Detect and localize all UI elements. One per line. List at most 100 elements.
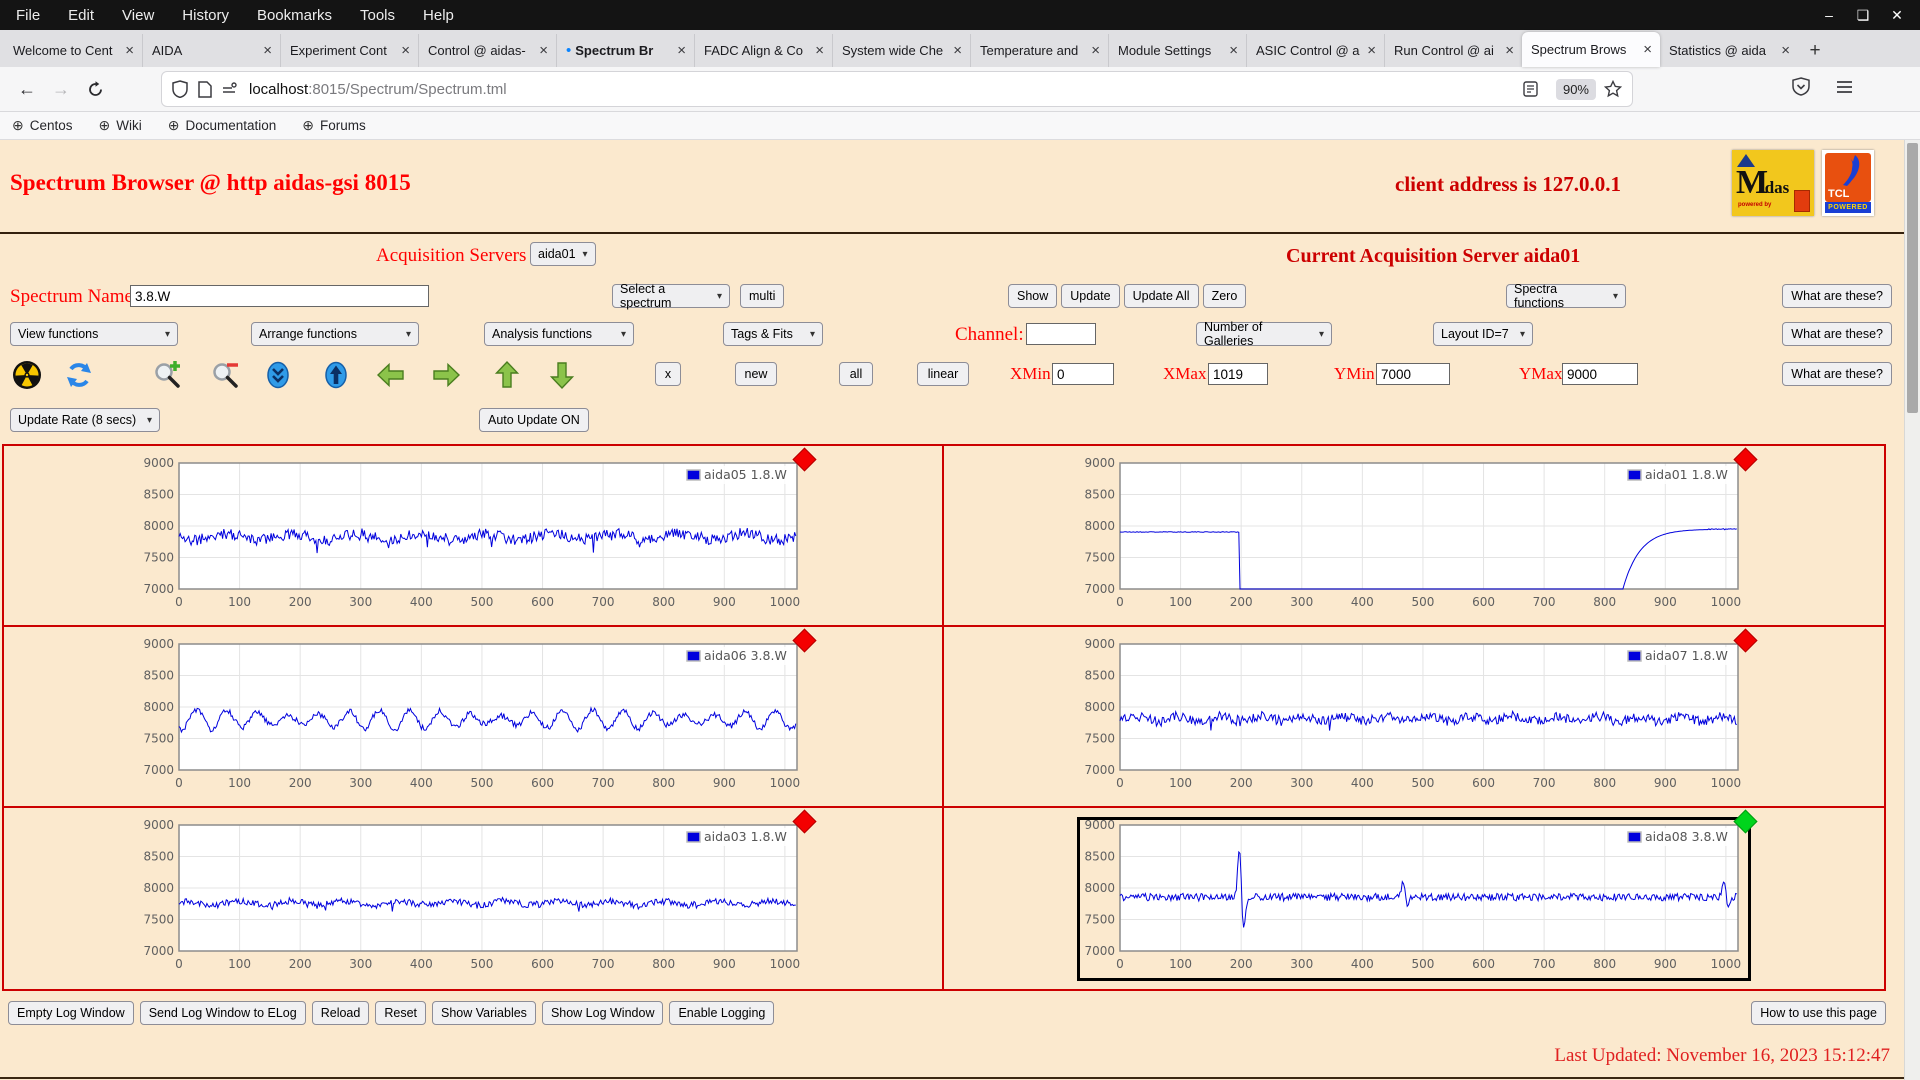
how-to-use-button[interactable]: How to use this page <box>1751 1001 1886 1025</box>
tab-4[interactable]: Control @ aidas- × <box>418 34 556 67</box>
arrow-down-icon[interactable] <box>547 360 577 390</box>
menu-bookmarks[interactable]: Bookmarks <box>256 6 332 24</box>
tab-close-icon[interactable]: × <box>401 42 410 59</box>
new-button[interactable]: new <box>735 362 777 386</box>
menu-history[interactable]: History <box>182 6 229 24</box>
auto-update-button[interactable]: Auto Update ON <box>479 408 589 432</box>
chart-aida05[interactable]: 0 100 200 300 400 500 600 700 800 900 1000 7000 7500… <box>139 447 817 616</box>
url-text[interactable]: localhost:8015/Spectrum/Spectrum.tml <box>249 80 507 98</box>
chart-aida08[interactable]: 0 100 200 300 400 500 600 700 800 900 1000 7000 7500… <box>1077 809 1758 981</box>
menu-edit[interactable]: Edit <box>68 6 95 24</box>
enable-logging-button[interactable]: Enable Logging <box>669 1001 775 1025</box>
zero-button[interactable]: Zero <box>1202 284 1247 308</box>
extension-icon[interactable] <box>222 82 239 96</box>
chart-aida01[interactable]: 0 100 200 300 400 500 600 700 800 900 1000 7000 7500… <box>1080 447 1758 616</box>
bookmark-documentation[interactable]: ⊕ Documentation <box>168 117 277 134</box>
show-variables-button[interactable]: Show Variables <box>432 1001 536 1025</box>
tab-6[interactable]: FADC Align & Co × <box>694 34 832 67</box>
multi-button[interactable]: multi <box>740 284 785 308</box>
spectra-functions-select[interactable]: Spectra functions ▾ <box>1506 282 1626 310</box>
update-all-button[interactable]: Update All <box>1123 284 1199 308</box>
send-log-window-to-elog-button[interactable]: Send Log Window to ELog <box>139 1001 306 1025</box>
tab-close-icon[interactable]: × <box>815 42 824 59</box>
xmin-input[interactable] <box>1052 363 1114 385</box>
new-tab-button[interactable]: + <box>1809 39 1821 61</box>
reader-mode-icon[interactable] <box>1523 81 1538 97</box>
bookmark-centos[interactable]: ⊕ Centos <box>12 117 73 134</box>
back-button[interactable]: ← <box>18 78 36 99</box>
arrow-right-icon[interactable] <box>431 360 461 390</box>
chart-canvas[interactable]: 0 100 200 300 400 500 600 700 800 900 1000 7000 7500… <box>139 818 807 978</box>
tab-close-icon[interactable]: × <box>953 42 962 59</box>
site-info-icon[interactable] <box>198 80 212 98</box>
privacy-shield-icon[interactable] <box>1792 77 1810 101</box>
hamburger-menu-icon[interactable] <box>1836 80 1853 99</box>
tab-close-icon[interactable]: × <box>1091 42 1100 59</box>
tab-close-icon[interactable]: × <box>1229 42 1238 59</box>
chart-canvas[interactable]: 0 100 200 300 400 500 600 700 800 900 1000 7000 7500… <box>139 456 807 616</box>
bookmark-forums[interactable]: ⊕ Forums <box>302 117 366 134</box>
all-button[interactable]: all <box>839 362 873 386</box>
forward-button[interactable]: → <box>52 78 70 99</box>
tab-close-icon[interactable]: × <box>1781 42 1790 59</box>
url-bar[interactable]: localhost:8015/Spectrum/Spectrum.tml 90% <box>162 72 1632 106</box>
tab-close-icon[interactable]: × <box>1367 42 1376 59</box>
acquisition-server-select[interactable]: aida01 ▾ <box>530 242 596 266</box>
bookmark-star-icon[interactable] <box>1604 80 1622 98</box>
select-view-functions[interactable]: View functions ▾ <box>10 322 178 346</box>
update-rate-select[interactable]: Update Rate (8 secs) ▾ <box>10 408 160 432</box>
tab-5[interactable]: • Spectrum Br × <box>556 34 694 67</box>
chart-canvas[interactable]: 0 100 200 300 400 500 600 700 800 900 1000 7000 7500… <box>1080 818 1748 978</box>
tab-close-icon[interactable]: × <box>677 42 686 59</box>
tab-10[interactable]: ASIC Control @ a × <box>1246 34 1384 67</box>
tab-close-icon[interactable]: × <box>1505 42 1514 59</box>
tab-close-icon[interactable]: × <box>1643 41 1652 58</box>
tab-close-icon[interactable]: × <box>539 42 548 59</box>
radiation-icon[interactable] <box>12 360 42 390</box>
empty-log-window-button[interactable]: Empty Log Window <box>8 1001 134 1025</box>
select-spectrum-select[interactable]: Select a spectrum ▾ <box>612 282 730 310</box>
linear-button[interactable]: linear <box>917 362 969 386</box>
chart-aida07[interactable]: 0 100 200 300 400 500 600 700 800 900 1000 7000 7500… <box>1080 628 1758 797</box>
menu-help[interactable]: Help <box>423 6 454 24</box>
layout-id-select[interactable]: Layout ID=7 ▾ <box>1433 322 1533 346</box>
xmax-input[interactable] <box>1208 363 1268 385</box>
tracking-protection-shield-icon[interactable] <box>172 80 188 98</box>
chart-aida06[interactable]: 0 100 200 300 400 500 600 700 800 900 1000 7000 7500… <box>139 628 817 797</box>
what-are-these-button-3[interactable]: What are these? <box>1782 362 1892 386</box>
refresh-icon[interactable] <box>64 360 94 390</box>
minimize-button[interactable]: – <box>1825 7 1833 23</box>
tab-close-icon[interactable]: × <box>263 42 272 59</box>
select-tags-fits[interactable]: Tags & Fits ▾ <box>723 322 823 346</box>
what-are-these-button-1[interactable]: What are these? <box>1782 284 1892 308</box>
reset-button[interactable]: Reset <box>375 1001 426 1025</box>
menu-tools[interactable]: Tools <box>359 6 396 24</box>
reload-button[interactable] <box>78 73 112 105</box>
chart-canvas[interactable]: 0 100 200 300 400 500 600 700 800 900 1000 7000 7500… <box>1080 637 1748 797</box>
spectrum-name-input[interactable] <box>130 285 429 307</box>
select-analysis-functions[interactable]: Analysis functions ▾ <box>484 322 634 346</box>
show-log-window-button[interactable]: Show Log Window <box>541 1001 664 1025</box>
tab-7[interactable]: System wide Che × <box>832 34 970 67</box>
tab-13[interactable]: Statistics @ aida × <box>1660 34 1798 67</box>
tab-11[interactable]: Run Control @ ai × <box>1384 34 1522 67</box>
tab-3[interactable]: Experiment Cont × <box>280 34 418 67</box>
what-are-these-button-2[interactable]: What are these? <box>1782 322 1892 346</box>
select-arrange-functions[interactable]: Arrange functions ▾ <box>251 322 419 346</box>
tab-9[interactable]: Module Settings × <box>1108 34 1246 67</box>
tab-2[interactable]: AIDA × <box>142 34 280 67</box>
x-button[interactable]: x <box>655 362 681 386</box>
menu-file[interactable]: File <box>16 6 41 24</box>
reload-button[interactable]: Reload <box>311 1001 370 1025</box>
page-scrollbar[interactable] <box>1904 140 1920 1080</box>
tab-12[interactable]: Spectrum Brows × <box>1522 32 1660 67</box>
zoom-in-icon[interactable] <box>153 360 183 390</box>
ymin-input[interactable] <box>1376 363 1450 385</box>
ymax-input[interactable] <box>1562 363 1638 385</box>
chart-aida03[interactable]: 0 100 200 300 400 500 600 700 800 900 1000 7000 7500… <box>139 809 817 978</box>
bookmark-wiki[interactable]: ⊕ Wiki <box>99 117 142 134</box>
arrow-left-icon[interactable] <box>376 360 406 390</box>
chart-canvas[interactable]: 0 100 200 300 400 500 600 700 800 900 1000 7000 7500… <box>1080 456 1748 616</box>
arrow-up-icon[interactable] <box>492 360 522 390</box>
close-button[interactable]: ✕ <box>1891 6 1903 23</box>
